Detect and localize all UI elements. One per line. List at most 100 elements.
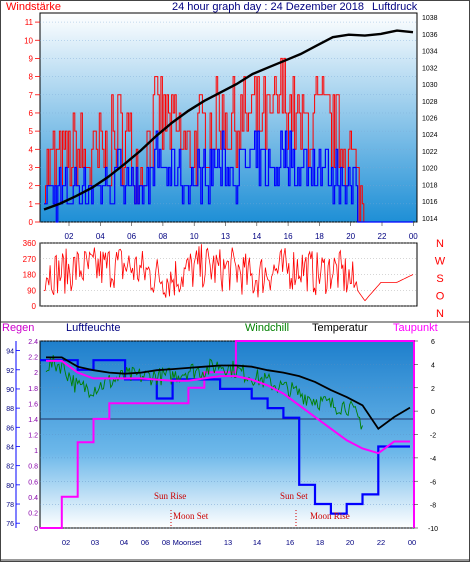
- pressure-tick-label: 1016: [422, 199, 438, 206]
- x-tick-label: Moonset: [173, 538, 203, 547]
- wind-tick-label: 0: [29, 218, 34, 227]
- x-tick-label: 08: [158, 232, 167, 241]
- luftdruck-label: Luftdruck: [372, 1, 418, 13]
- pressure-tick-label: 1038: [422, 15, 438, 22]
- temperature-tick-label: -8: [430, 503, 436, 510]
- temperature-tick-label: 2: [431, 386, 435, 393]
- temperature-tick-label: 4: [431, 362, 435, 369]
- humidity-line: [40, 359, 410, 515]
- x-tick-label: 14: [253, 538, 261, 547]
- taupunkt-label: Taupunkt: [393, 322, 438, 334]
- pressure-tick-label: 1030: [422, 82, 438, 89]
- pressure-line: [43, 29, 414, 211]
- pressure-axis-labels: 1014 1016 1018 1020 1022 1024 1026 1028 1030 1032…: [422, 15, 438, 223]
- compass-letter: S: [436, 273, 443, 285]
- moonrise-annotation: Moon Rise: [310, 511, 350, 521]
- x-tick-label: 04: [120, 538, 128, 547]
- sunrise-annotation: Sun Rise: [154, 491, 186, 501]
- wind-direction-axis-labels: 0 90 180 270 360: [23, 239, 37, 311]
- windchill-label: Windchill: [245, 322, 289, 334]
- sunset-annotation: Sun Set: [280, 491, 308, 501]
- x-tick-label: 03: [91, 538, 99, 547]
- pressure-series: [43, 29, 414, 211]
- pressure-tick-label: 1022: [422, 149, 438, 156]
- x-tick-label: 20: [346, 538, 354, 547]
- direction-tick-label: 90: [27, 286, 36, 295]
- humidity-tick-label: 80: [6, 483, 14, 490]
- temperature-tick-label: -10: [428, 526, 438, 533]
- wind-tick-label: 11: [25, 18, 34, 27]
- x-tick-label: 04: [96, 232, 105, 241]
- pressure-tick-label: 1032: [422, 65, 438, 72]
- pressure-tick-label: 1034: [422, 49, 438, 56]
- humidity-tick-label: 82: [6, 464, 14, 471]
- pressure-tick-label: 1024: [422, 132, 438, 139]
- direction-tick-label: 0: [32, 302, 37, 311]
- pressure-tick-label: 1014: [422, 216, 438, 223]
- x-tick-label: 08: [162, 538, 170, 547]
- rain-tick-label: 0: [34, 526, 38, 533]
- compass-letter: O: [436, 291, 445, 303]
- direction-tick-label: 270: [23, 255, 37, 264]
- rain-tick-label: 1.6: [28, 401, 38, 408]
- pressure-tick-label: 1018: [422, 182, 438, 189]
- compass-letter: W: [435, 256, 446, 268]
- x-tick-label: 06: [127, 232, 136, 241]
- temperatur-label: Temperatur: [312, 322, 368, 334]
- compass-letter: N: [436, 308, 444, 320]
- humidity-tick-label: 84: [6, 444, 14, 451]
- pressure-tick-label: 1036: [422, 32, 438, 39]
- rain-tick-label: 0.6: [28, 479, 38, 486]
- wind-tick-label: 4: [29, 145, 34, 154]
- x-tick-label: 06: [141, 538, 149, 547]
- temperature-tick-label: 6: [431, 339, 435, 346]
- wind-tick-label: 7: [29, 91, 34, 100]
- pressure-tick-label: 1020: [422, 166, 438, 173]
- humidity-tick-label: 78: [6, 502, 14, 509]
- wind-tick-label: 9: [29, 54, 34, 63]
- climate-grid: [40, 340, 414, 529]
- temperature-tick-label: -4: [430, 456, 436, 463]
- luftfeuchte-label: Luftfeuchte: [66, 322, 120, 334]
- wind-tick-label: 6: [29, 109, 34, 118]
- rain-tick-label: 1.2: [28, 433, 38, 440]
- climate-x-axis-labels: 02 03 04 06 08 Moonset 13 14 16 18 20 22 00: [62, 538, 416, 547]
- x-tick-label: 10: [190, 232, 199, 241]
- x-tick-label: 16: [284, 232, 293, 241]
- chart-title: 24 hour graph day : 24 Dezember 2018: [172, 1, 364, 13]
- x-tick-label: 18: [315, 232, 324, 241]
- rain-tick-label: 1.8: [28, 386, 38, 393]
- humidity-tick-label: 86: [6, 425, 14, 432]
- rain-tick-label: 1.4: [28, 417, 38, 424]
- rain-tick-label: 2.4: [28, 339, 38, 346]
- compass-letter: N: [436, 238, 444, 250]
- temperature-series: [46, 356, 411, 430]
- dewpoint-line: [46, 359, 410, 455]
- wind-tick-label: 10: [24, 36, 33, 45]
- wind-direction-series: [43, 244, 414, 302]
- x-tick-label: 16: [286, 538, 294, 547]
- x-tick-label: 14: [252, 232, 261, 241]
- x-tick-label: 22: [378, 232, 387, 241]
- rain-tick-label: 0.2: [28, 510, 38, 517]
- pressure-tick-label: 1028: [422, 99, 438, 106]
- direction-tick-label: 180: [23, 271, 37, 280]
- wind-tick-label: 5: [29, 127, 34, 136]
- temperature-line: [46, 356, 411, 430]
- x-tick-label: 13: [221, 232, 230, 241]
- wind-direction-line: [43, 244, 414, 302]
- x-tick-label: 00: [408, 538, 416, 547]
- temperature-tick-label: -6: [430, 479, 436, 486]
- humidity-tick-label: 90: [6, 387, 14, 394]
- rain-tick-label: 2: [34, 370, 38, 377]
- rain-tick-label: 2.2: [28, 355, 38, 362]
- x-tick-label: 02: [65, 232, 74, 241]
- humidity-tick-label: 94: [6, 349, 14, 356]
- wind-tick-label: 2: [29, 182, 34, 191]
- humidity-tick-label: 92: [6, 368, 14, 375]
- pressure-tick-label: 1026: [422, 116, 438, 123]
- regen-label: Regen: [2, 322, 34, 334]
